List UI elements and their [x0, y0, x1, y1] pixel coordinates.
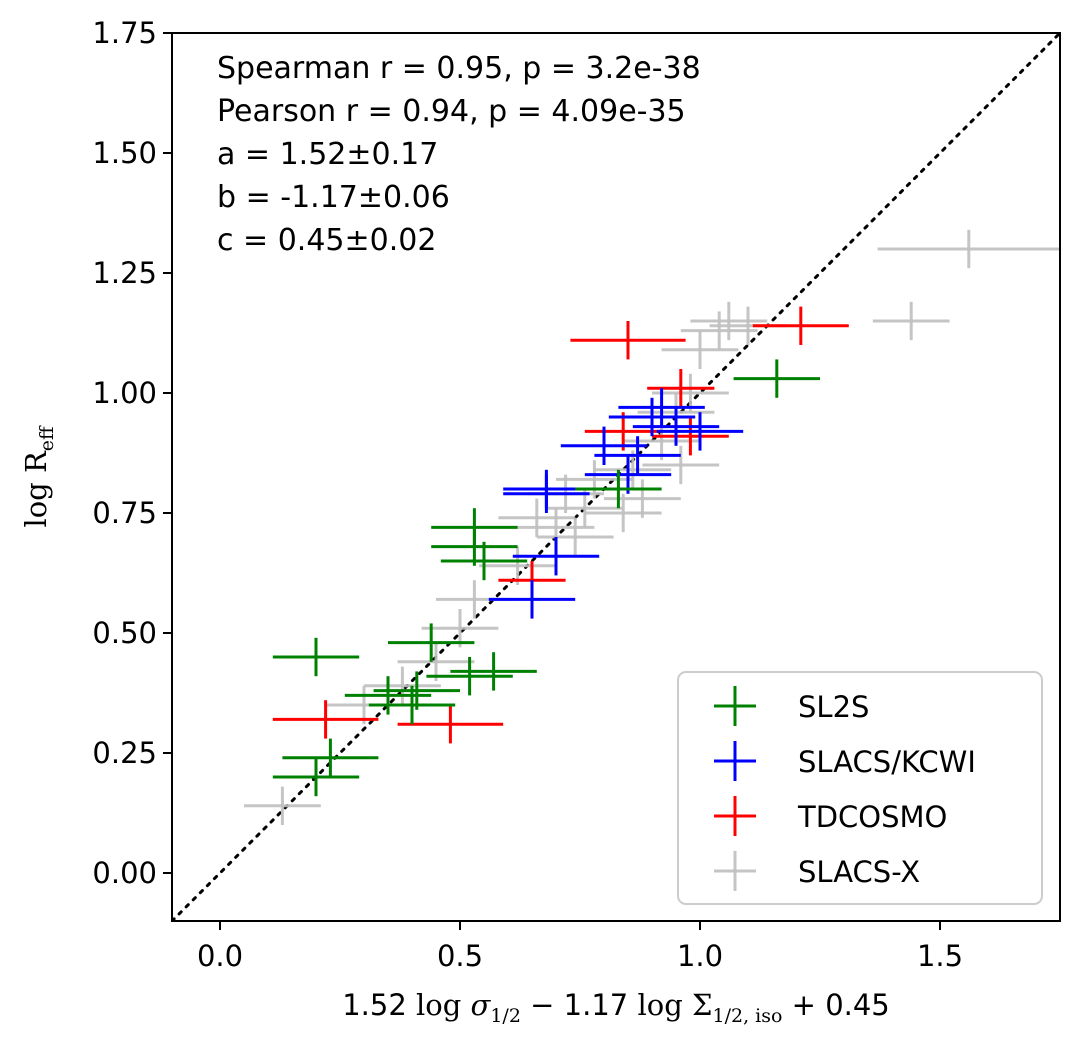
- point-slacs-x-13: [584, 493, 662, 533]
- y-axis-label: log Reff: [19, 425, 58, 528]
- point-slacs-x-11: [546, 489, 624, 528]
- legend-item-slacs-x: SLACS-X: [714, 851, 920, 891]
- point-tdcosmo-4: [584, 412, 662, 451]
- plot-area: [172, 33, 1060, 921]
- point-slacs-kcwi-5: [584, 455, 672, 494]
- series-sl2s: [272, 359, 820, 797]
- legend-box: [677, 671, 1043, 905]
- point-sl2s-10: [431, 527, 518, 566]
- point-slacs-x-14: [594, 450, 672, 489]
- point-sl2s-2: [272, 757, 360, 797]
- x-tick-label: 1.0: [677, 939, 723, 973]
- identity-line: [172, 33, 1060, 921]
- point-slacs-x-2: [364, 666, 441, 705]
- legend-item-tdcosmo: TDCOSMO: [714, 796, 947, 836]
- point-slacs-x-24: [872, 301, 950, 341]
- annotation-line: c = 0.45±0.02: [217, 223, 436, 258]
- stats-annotation: Spearman r = 0.95, p = 3.2e-38 Pearson r …: [217, 51, 701, 258]
- y-axis-ticks: 0.00 0.25 0.50 0.75 1.00 1.25 1.50 1.75: [92, 16, 172, 890]
- point-sl2s-0: [272, 637, 360, 677]
- point-slacs-kcwi-6: [594, 436, 681, 475]
- x-tick-label: 0.0: [197, 939, 243, 973]
- x-axis-label: 1.52 log σ1/2 − 1.17 log Σ1/2, iso + 0.4…: [342, 988, 890, 1029]
- point-sl2s-12: [575, 469, 662, 509]
- legend-handle: [714, 741, 756, 781]
- point-slacs-x-4: [421, 609, 499, 648]
- point-slacs-x-15: [604, 479, 681, 518]
- y-tick-label: 1.75: [92, 16, 157, 50]
- point-slacs-kcwi-2: [512, 537, 600, 576]
- point-tdcosmo-1: [397, 705, 504, 744]
- point-slacs-x-18: [642, 445, 720, 485]
- x-tick-label: 0.5: [437, 939, 483, 973]
- y-tick-label: 0.50: [92, 616, 157, 650]
- point-tdcosmo-5: [647, 369, 715, 408]
- annotation-line: a = 1.52±0.17: [217, 137, 438, 172]
- point-slacs-x-3: [397, 642, 475, 681]
- point-slacs-x-10: [536, 517, 614, 557]
- point-slacs-x-20: [661, 330, 739, 369]
- point-sl2s-8: [450, 652, 537, 691]
- y-tick-label: 0.00: [92, 856, 157, 890]
- point-slacs-x-19: [652, 373, 729, 413]
- point-slacs-kcwi-8: [618, 388, 705, 427]
- point-slacs-kcwi-9: [632, 407, 720, 446]
- point-slacs-kcwi-7: [608, 397, 696, 437]
- x-tick-label: 1.5: [917, 939, 963, 973]
- legend-label: SLACS-X: [798, 855, 920, 889]
- point-slacs-kcwi-3: [488, 580, 576, 619]
- y-tick-label: 1.00: [92, 376, 157, 410]
- legend-handle: [714, 796, 756, 836]
- point-sl2s-6: [388, 623, 475, 662]
- point-slacs-x-0: [244, 786, 321, 825]
- plot-frame: [171, 32, 1061, 922]
- legend: SL2S SLACS/KCWI TDCOSMO SLACS-X: [677, 671, 1043, 905]
- legend-item-slacs-kcwi: SLACS/KCWI: [714, 741, 976, 781]
- x-axis-ticks: 0.0 0.5 1.0 1.5: [197, 921, 963, 973]
- point-slacs-x-16: [623, 421, 700, 461]
- y-tick-label: 1.50: [92, 136, 157, 170]
- data-marks: [244, 229, 1060, 825]
- point-sl2s-1: [282, 738, 379, 777]
- point-slacs-x-7: [498, 498, 576, 537]
- legend-handle: [714, 686, 756, 726]
- point-tdcosmo-7: [752, 306, 849, 345]
- point-slacs-kcwi-4: [560, 426, 648, 465]
- y-tick-label: 0.75: [92, 496, 157, 530]
- annotation-line: Spearman r = 0.95, p = 3.2e-38: [217, 51, 701, 86]
- point-sl2s-13: [733, 359, 820, 398]
- point-slacs-x-22: [690, 301, 768, 341]
- legend-label: SL2S: [798, 690, 869, 724]
- legend-item-sl2s: SL2S: [714, 686, 869, 726]
- point-slacs-x-21: [680, 311, 758, 350]
- point-tdcosmo-6: [652, 417, 729, 456]
- point-sl2s-4: [368, 685, 456, 725]
- point-sl2s-11: [440, 541, 528, 581]
- series-tdcosmo: [272, 306, 849, 744]
- legend-label: TDCOSMO: [797, 800, 947, 834]
- legend-label: SLACS/KCWI: [798, 745, 976, 779]
- point-slacs-x-25: [877, 229, 1060, 269]
- point-sl2s-7: [426, 657, 513, 696]
- point-slacs-x-12: [556, 460, 633, 499]
- y-tick-label: 0.25: [92, 736, 157, 770]
- y-tick-label: 1.25: [92, 256, 157, 290]
- annotation-line: b = -1.17±0.06: [217, 180, 450, 215]
- legend-handle: [714, 851, 756, 891]
- point-sl2s-5: [373, 671, 460, 710]
- series-slacs-kcwi: [488, 388, 744, 619]
- point-slacs-kcwi-1: [503, 469, 590, 509]
- point-slacs-x-6: [479, 546, 556, 585]
- point-tdcosmo-0: [272, 700, 379, 739]
- point-tdcosmo-3: [570, 321, 686, 360]
- point-slacs-kcwi-10: [656, 412, 744, 451]
- annotation-line: Pearson r = 0.94, p = 4.09e-35: [217, 94, 686, 129]
